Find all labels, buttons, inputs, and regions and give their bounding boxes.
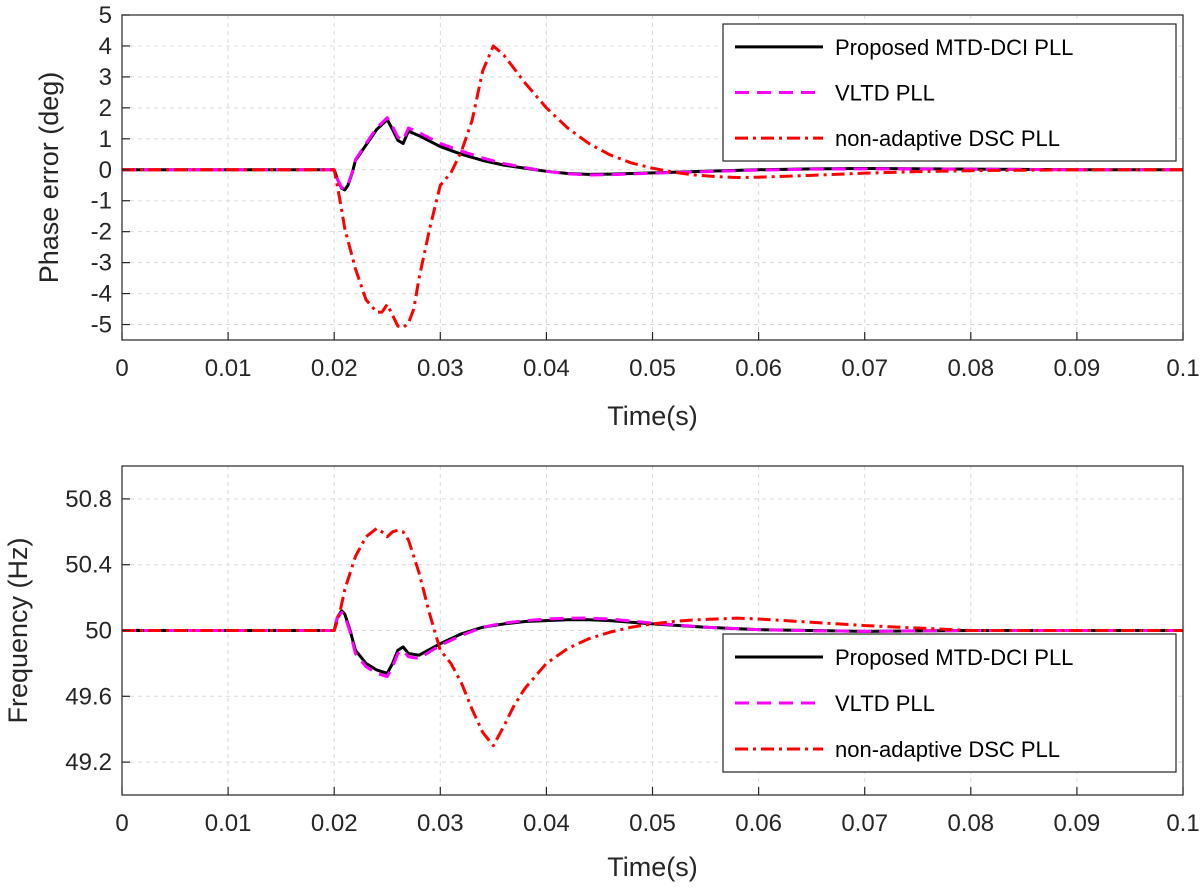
x-tick-label: 0.07 <box>841 355 888 382</box>
phase-error-chart: 0 0.01 0.02 0.03 0.04 0.05 0.06 0.07 0.08 0.09 0.1… <box>34 2 1200 431</box>
legend-label: VLTD PLL <box>835 691 935 716</box>
x-tick-label: 0.05 <box>629 355 676 382</box>
x-tick-label: 0.03 <box>417 355 464 382</box>
x-tick-label: 0.03 <box>417 810 464 837</box>
x-tick-label: 0.04 <box>523 355 570 382</box>
y-tick-label: -4 <box>91 281 112 308</box>
series-line-non-adaptive-dsc-pll <box>122 527 1183 748</box>
y-tick-label: 49.2 <box>65 749 112 776</box>
x-tick-label: 0.09 <box>1054 355 1101 382</box>
y-tick-label: -2 <box>91 219 112 246</box>
x-tick-label: 0.06 <box>735 810 782 837</box>
x-tick-label: 0.1 <box>1166 355 1199 382</box>
x-axis-title: Time(s) <box>607 401 697 431</box>
y-tick-label: 1 <box>99 126 112 153</box>
x-tick-label: 0.08 <box>947 810 994 837</box>
y-tick-label: 4 <box>99 33 112 60</box>
legend: Proposed MTD-DCI PLL VLTD PLL non-adaptive… <box>722 633 1177 773</box>
series-group <box>122 527 1183 748</box>
x-tick-label: 0.1 <box>1166 810 1199 837</box>
y-tick-label: 50.8 <box>65 486 112 513</box>
x-tick-label: 0.04 <box>523 810 570 837</box>
x-tick-label: 0.02 <box>311 355 358 382</box>
x-tick-label: 0.08 <box>947 355 994 382</box>
x-tick-label: 0.01 <box>205 810 252 837</box>
x-tick-label: 0.01 <box>205 355 252 382</box>
y-tick-label: -1 <box>91 188 112 215</box>
series-line-vltd-pll <box>122 610 1183 679</box>
y-tick-label: 3 <box>99 64 112 91</box>
series-group <box>122 44 1183 330</box>
x-tick-label: 0.09 <box>1054 810 1101 837</box>
x-tick-label: 0.06 <box>735 355 782 382</box>
frequency-chart: 0 0.01 0.02 0.03 0.04 0.05 0.06 0.07 0.08 0.09 0.1… <box>3 465 1200 882</box>
y-tick-label: 5 <box>99 2 112 29</box>
y-axis-title: Phase error (deg) <box>34 72 64 284</box>
x-tick-label: 0 <box>115 355 128 382</box>
y-tick-label: 50 <box>85 618 112 645</box>
y-tick-label: -5 <box>91 312 112 339</box>
y-tick-label: 50.4 <box>65 552 112 579</box>
legend-label: non-adaptive DSC PLL <box>835 737 1060 762</box>
legend-label: VLTD PLL <box>835 81 935 106</box>
legend-label: non-adaptive DSC PLL <box>835 126 1060 151</box>
series-line-vltd-pll <box>122 116 1183 191</box>
x-tick-label: 0.07 <box>841 810 888 837</box>
x-axis-title: Time(s) <box>607 852 697 882</box>
y-tick-label: 0 <box>99 157 112 184</box>
series-line-non-adaptive-dsc-pll <box>122 44 1183 330</box>
x-tick-label: 0.05 <box>629 810 676 837</box>
legend-label: Proposed MTD-DCI PLL <box>835 35 1073 60</box>
x-tick-label: 0.02 <box>311 810 358 837</box>
legend-label: Proposed MTD-DCI PLL <box>835 645 1073 670</box>
y-tick-label: 49.6 <box>65 683 112 710</box>
y-tick-label: -3 <box>91 250 112 277</box>
y-tick-label: 2 <box>99 95 112 122</box>
y-axis-title: Frequency (Hz) <box>3 537 33 723</box>
x-tick-label: 0 <box>115 810 128 837</box>
legend: Proposed MTD-DCI PLL VLTD PLL non-adaptive… <box>722 23 1177 162</box>
